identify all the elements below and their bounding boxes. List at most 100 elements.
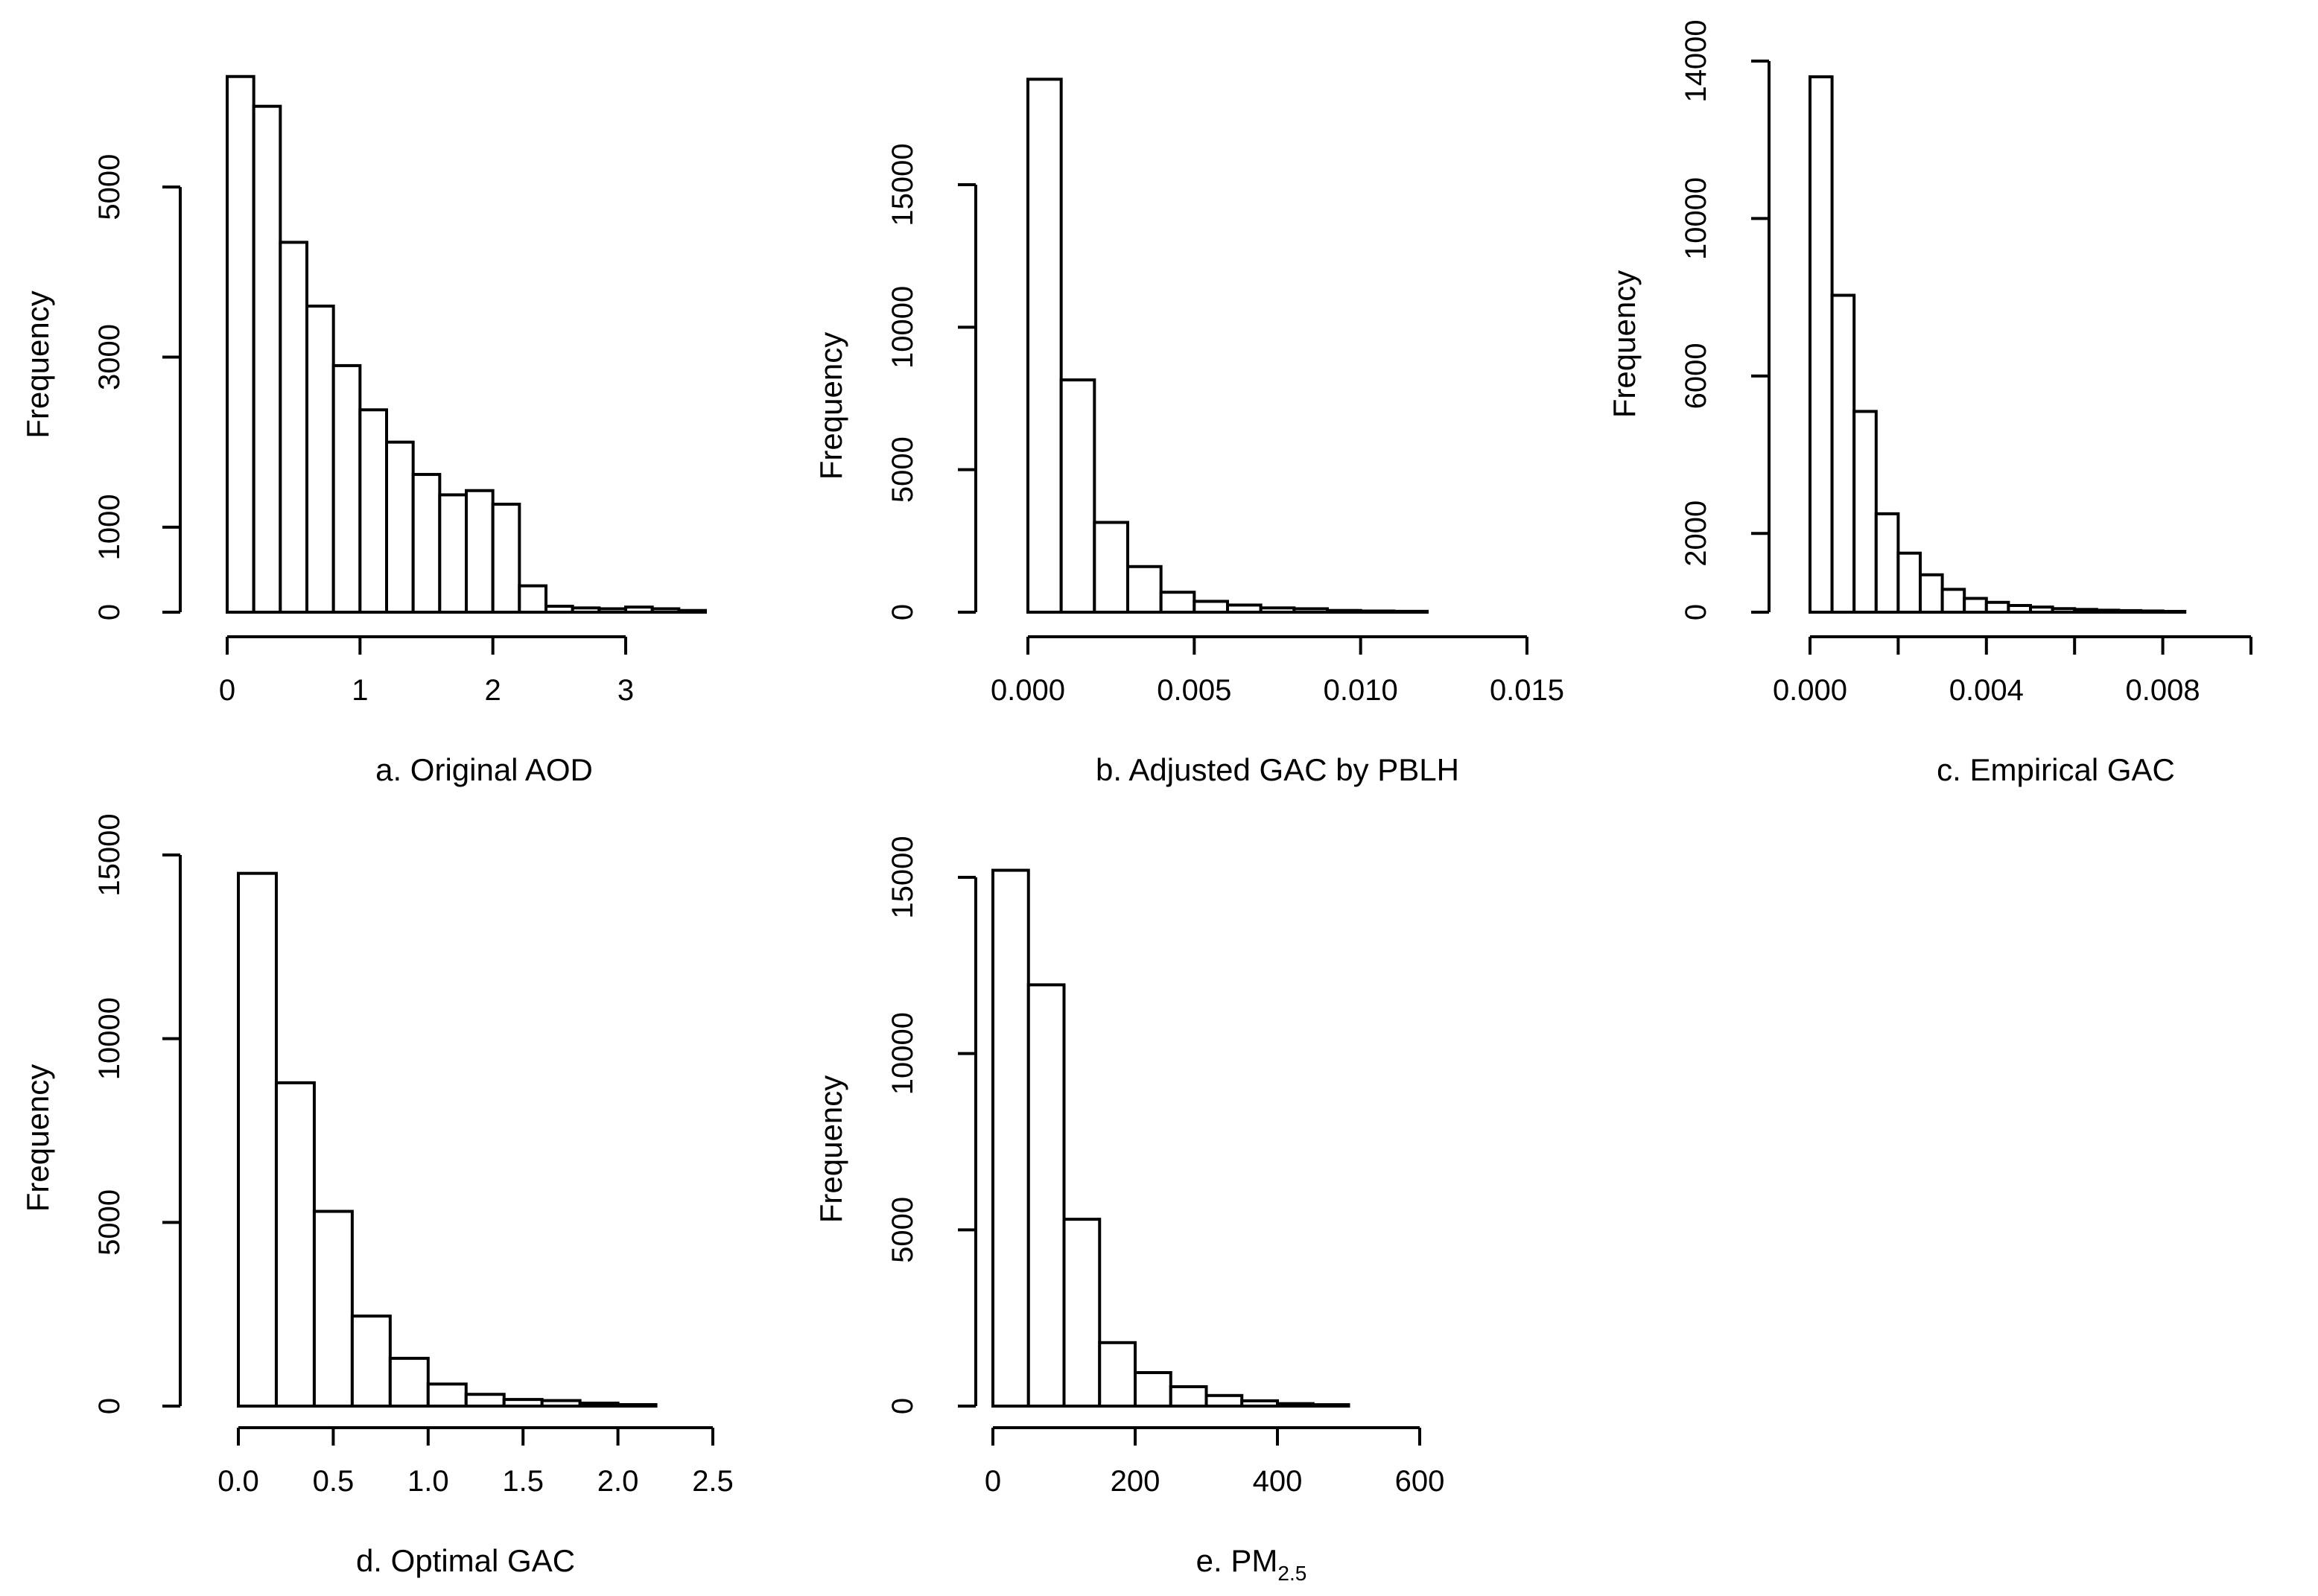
x-tick-label: 2.5 [692, 1465, 734, 1498]
y-tick-label: 3000 [93, 324, 126, 390]
histogram-bar [464, 1393, 506, 1408]
y-tick-label: 10000 [886, 1012, 919, 1095]
y-axis-title: Frequency [813, 1075, 848, 1223]
histogram-bar [2117, 608, 2142, 614]
histogram-bar [518, 584, 547, 614]
histogram-bar [1093, 521, 1130, 614]
histogram-bar [1062, 1218, 1102, 1408]
y-tick-label: 15000 [886, 836, 919, 918]
x-tick-label: 1 [352, 674, 368, 707]
histogram-bar [1126, 565, 1163, 614]
y-tick-label: 15000 [886, 143, 919, 226]
x-tick-label: 0.005 [1157, 674, 1231, 707]
histogram-bar [1193, 600, 1230, 614]
y-tick-label: 5000 [886, 436, 919, 503]
y-tick-label: 15000 [93, 813, 126, 896]
histogram-bar [1919, 573, 1944, 614]
x-tick-label: 0 [985, 1465, 1001, 1498]
x-tick-label: 0.000 [1773, 674, 1847, 707]
histogram-bar [2051, 607, 2077, 614]
histogram-bar [305, 305, 335, 614]
histogram-bar [2007, 604, 2032, 614]
histogram-bar [1311, 1403, 1350, 1408]
histogram-bar [388, 1356, 430, 1408]
x-tick-label: 600 [1395, 1465, 1445, 1498]
y-tick-label: 5000 [93, 1189, 126, 1256]
histogram-bar [1830, 293, 1856, 614]
panel-caption: e. PM2.5 [1196, 1543, 1307, 1585]
y-axis-title: Frequency [1607, 270, 1642, 418]
panel-d: 0.0 0.5 1.0 1.5 2.0 2.5 0 5000 10000 15000 Frequen… [20, 813, 734, 1578]
y-tick-label: 5000 [93, 154, 126, 220]
histogram-bar [1098, 1341, 1137, 1408]
caption-main: e. PM [1196, 1543, 1278, 1578]
histogram-bar [226, 74, 255, 614]
x-tick-label: 1.0 [407, 1465, 449, 1498]
histogram-bar [677, 608, 707, 614]
y-tick-label: 0 [1680, 604, 1712, 620]
panel-caption: a. Original AOD [375, 752, 593, 787]
histogram-bar [350, 1314, 392, 1408]
histogram-bar [1026, 983, 1066, 1408]
histogram-bar [1392, 609, 1429, 614]
histogram-bar [1134, 1371, 1172, 1408]
histogram-bar [1359, 609, 1396, 614]
x-tick-label: 3 [617, 674, 634, 707]
histogram-bar [279, 241, 309, 614]
panel-caption: b. Adjusted GAC by PBLH [1096, 752, 1459, 787]
panel-b: 0.000 0.005 0.010 0.015 0 5000 10000 15000 Frequ… [813, 77, 1564, 787]
histogram-bar [1169, 1384, 1208, 1408]
y-tick-label: 5000 [886, 1197, 919, 1263]
y-tick-label: 0 [886, 1398, 919, 1414]
histogram-bar [385, 440, 415, 614]
x-tick-label: 0.5 [313, 1465, 355, 1498]
histogram-bar [2073, 608, 2098, 614]
histogram-bar [1026, 77, 1063, 614]
histogram-bar [624, 605, 654, 614]
y-tick-label: 0 [93, 1398, 126, 1414]
x-tick-label: 0.0 [217, 1465, 259, 1498]
y-tick-label: 10000 [93, 997, 126, 1080]
histogram-bar [1259, 606, 1296, 614]
histogram-bar [1874, 512, 1900, 614]
histogram-bar [1204, 1393, 1244, 1408]
histogram-bar [540, 1399, 582, 1408]
histogram-bar [578, 1402, 620, 1408]
caption-subscript: 2.5 [1277, 1562, 1306, 1585]
histogram-bar [1326, 608, 1362, 614]
histogram-bar [1852, 410, 1878, 614]
y-tick-label: 10000 [886, 286, 919, 369]
histogram-bar [411, 473, 442, 614]
histogram-bar [1159, 591, 1196, 614]
histogram-bar [597, 607, 627, 614]
histogram-bar [1963, 597, 1988, 614]
x-tick-label: 1.5 [502, 1465, 544, 1498]
histogram-bar [274, 1081, 316, 1408]
histogram-bar [1226, 603, 1263, 614]
x-tick-label: 0.015 [1490, 674, 1564, 707]
histogram-bar [312, 1209, 354, 1408]
histogram-bar [426, 1382, 468, 1408]
histogram-bar [571, 606, 601, 614]
histogram-bar [1809, 75, 1834, 614]
histogram-bar [1292, 607, 1330, 614]
y-tick-label: 10000 [1680, 177, 1712, 260]
histogram-bar [438, 493, 468, 614]
y-axis-title: Frequency [813, 332, 848, 480]
histogram-bar [544, 605, 574, 614]
y-tick-label: 0 [93, 604, 126, 620]
histogram-bar [1240, 1399, 1279, 1408]
histogram-bar [991, 868, 1030, 1408]
histogram-bar [1984, 600, 2010, 614]
x-tick-label: 200 [1111, 1465, 1160, 1498]
panel-a: 0 1 2 3 0 1000 3000 5000 Frequency a. Original AO… [20, 74, 707, 787]
y-axis-title: Frequency [20, 290, 55, 438]
x-tick-label: 0 [219, 674, 235, 707]
y-tick-label: 1000 [93, 494, 126, 560]
x-tick-label: 0.010 [1324, 674, 1398, 707]
x-tick-label: 0.004 [1949, 674, 2024, 707]
y-tick-label: 0 [886, 604, 919, 620]
histogram-bar [252, 104, 282, 614]
histogram-bar [465, 489, 495, 614]
y-tick-label: 2000 [1680, 500, 1712, 567]
